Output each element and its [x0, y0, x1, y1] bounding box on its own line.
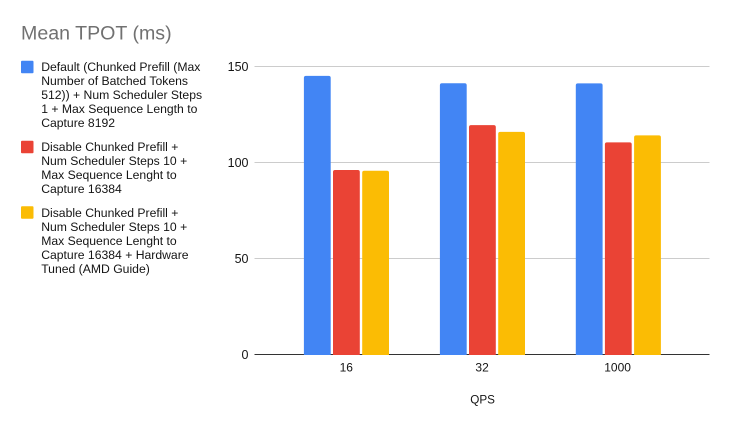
svg-text:16: 16 — [340, 361, 354, 375]
svg-text:Tuned (AMD Guide): Tuned (AMD Guide) — [41, 262, 150, 276]
svg-text:Disable Chunked Prefill +: Disable Chunked Prefill + — [41, 206, 178, 220]
svg-text:Num Scheduler Steps 10 +: Num Scheduler Steps 10 + — [41, 154, 187, 168]
svg-text:Max Sequence Lenght to: Max Sequence Lenght to — [41, 168, 177, 182]
svg-text:Num Scheduler Steps 10 +: Num Scheduler Steps 10 + — [41, 220, 187, 234]
svg-text:Default (Chunked Prefill (Max: Default (Chunked Prefill (Max — [41, 60, 200, 74]
svg-text:150: 150 — [228, 60, 249, 74]
svg-text:1 + Max Sequence Length to: 1 + Max Sequence Length to — [41, 102, 197, 116]
svg-text:0: 0 — [242, 348, 249, 362]
svg-text:512)) + Num Scheduler Steps: 512)) + Num Scheduler Steps — [41, 88, 202, 102]
svg-text:1000: 1000 — [604, 361, 631, 375]
svg-text:Disable Chunked Prefill +: Disable Chunked Prefill + — [41, 140, 178, 154]
svg-text:Capture 8192: Capture 8192 — [41, 116, 115, 130]
svg-text:Capture 16384: Capture 16384 — [41, 182, 122, 196]
svg-text:32: 32 — [475, 361, 489, 375]
svg-text:100: 100 — [228, 156, 249, 170]
svg-text:Capture 16384 + Hardware: Capture 16384 + Hardware — [41, 248, 189, 262]
svg-text:50: 50 — [235, 252, 249, 266]
svg-text:QPS: QPS — [470, 393, 495, 406]
svg-text:Mean TPOT (ms): Mean TPOT (ms) — [21, 23, 172, 45]
svg-text:Max Sequence Lenght to: Max Sequence Lenght to — [41, 234, 177, 248]
svg-text:Number of Batched Tokens: Number of Batched Tokens — [41, 74, 188, 88]
